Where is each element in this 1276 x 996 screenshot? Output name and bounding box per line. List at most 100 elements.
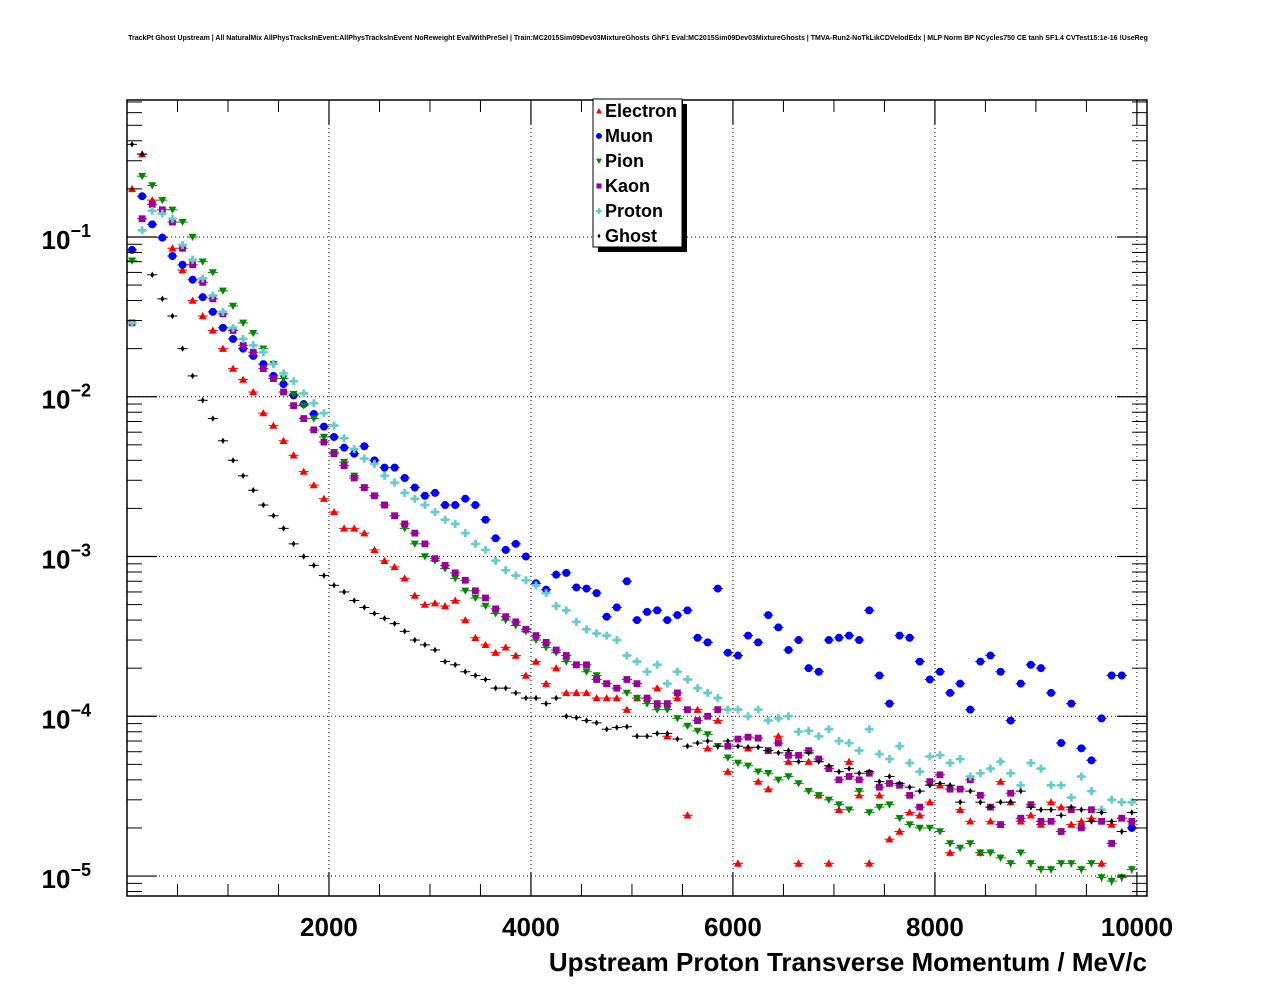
data-point xyxy=(431,507,440,516)
data-point xyxy=(1067,793,1076,802)
data-point xyxy=(208,326,217,334)
data-point xyxy=(552,570,561,579)
data-point xyxy=(1109,818,1114,825)
data-point xyxy=(309,399,318,408)
data-point xyxy=(502,613,510,621)
chart-title: TrackPt Ghost Upstream | All NaturalMix … xyxy=(128,35,1148,42)
data-point xyxy=(744,712,753,721)
data-point xyxy=(1067,820,1076,828)
data-point xyxy=(673,694,682,702)
data-point xyxy=(684,706,691,714)
data-point xyxy=(1016,849,1025,857)
data-point xyxy=(683,722,692,730)
data-point xyxy=(300,415,308,422)
data-point xyxy=(1047,798,1056,806)
data-point xyxy=(1049,806,1054,813)
data-point xyxy=(612,694,621,702)
data-point xyxy=(733,651,742,660)
data-point xyxy=(542,638,550,646)
data-point xyxy=(1128,817,1136,825)
data-point xyxy=(592,629,601,638)
data-point xyxy=(511,651,520,659)
data-point xyxy=(834,805,843,813)
data-point xyxy=(786,747,791,754)
data-point xyxy=(887,773,892,780)
data-point xyxy=(946,840,955,848)
data-point xyxy=(128,318,137,327)
data-point xyxy=(824,859,833,867)
data-point xyxy=(290,402,298,410)
data-point xyxy=(370,459,379,468)
data-point xyxy=(612,603,621,612)
data-point xyxy=(471,539,480,548)
data-point xyxy=(1047,688,1056,697)
data-point xyxy=(895,827,904,835)
data-point xyxy=(270,375,277,382)
data-point xyxy=(1026,660,1035,669)
data-point xyxy=(794,636,803,645)
data-point xyxy=(562,688,571,697)
data-point xyxy=(946,848,955,856)
data-point xyxy=(168,214,177,223)
data-point xyxy=(784,757,793,765)
data-point xyxy=(412,636,417,644)
data-point xyxy=(1087,756,1096,765)
data-point xyxy=(390,463,399,472)
data-point xyxy=(401,520,409,528)
data-point xyxy=(218,307,227,316)
data-point xyxy=(653,606,662,615)
data-point xyxy=(897,780,902,787)
data-point xyxy=(603,680,611,688)
data-point xyxy=(410,494,419,503)
data-point xyxy=(623,676,631,683)
data-point xyxy=(705,737,710,745)
data-point xyxy=(461,529,470,538)
data-point xyxy=(309,481,318,489)
data-point xyxy=(1087,814,1096,822)
data-point xyxy=(400,574,409,582)
data-point xyxy=(857,770,862,777)
data-point xyxy=(622,577,631,586)
series-electron xyxy=(127,150,1137,868)
data-point xyxy=(683,675,692,684)
data-point xyxy=(653,706,662,714)
data-point xyxy=(491,534,500,543)
data-point xyxy=(269,360,278,369)
data-point xyxy=(845,757,854,765)
data-point xyxy=(180,345,185,352)
data-point xyxy=(532,581,541,590)
data-point xyxy=(1047,781,1056,790)
data-point xyxy=(847,765,852,772)
data-point xyxy=(1117,798,1126,807)
data-point xyxy=(774,714,783,723)
data-point xyxy=(410,483,419,492)
data-point xyxy=(814,667,823,676)
data-point xyxy=(239,341,247,349)
data-point xyxy=(845,806,854,814)
data-point xyxy=(160,295,165,303)
data-point xyxy=(804,664,813,673)
data-point xyxy=(764,716,773,725)
data-point xyxy=(350,449,359,458)
data-point xyxy=(1028,803,1033,811)
series-proton xyxy=(127,206,1137,814)
legend-label: Pion xyxy=(605,151,644,171)
data-point xyxy=(289,451,298,459)
data-point xyxy=(380,463,389,472)
data-point xyxy=(704,712,712,720)
data-point xyxy=(542,589,551,598)
data-point xyxy=(633,616,641,625)
data-point xyxy=(279,369,288,378)
legend: Electron Muon Pion Kaon Proton Ghost xyxy=(592,98,687,252)
legend-item-kaon: Kaon xyxy=(596,176,650,196)
data-point xyxy=(865,809,874,817)
data-point xyxy=(976,657,985,666)
data-point xyxy=(461,494,470,503)
data-point xyxy=(350,524,359,532)
x-tick-label: 10000 xyxy=(1101,912,1173,942)
data-point xyxy=(411,529,419,537)
x-tick-label: 4000 xyxy=(502,912,560,942)
data-point xyxy=(319,494,328,502)
data-point xyxy=(218,323,227,332)
y-tick-label: 10−1 xyxy=(42,221,91,255)
